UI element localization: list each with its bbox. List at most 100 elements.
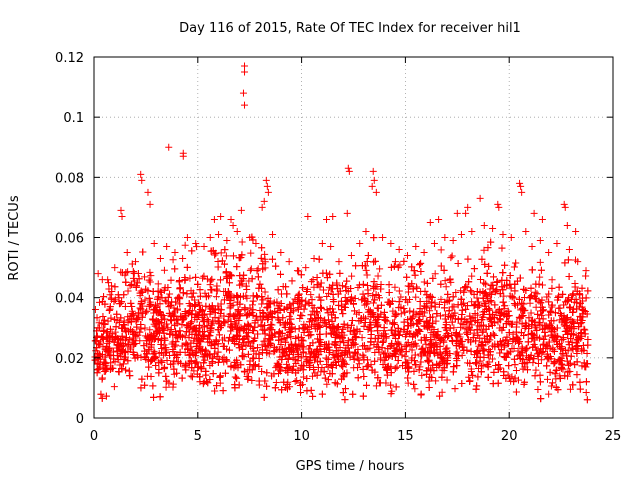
data-point: [270, 348, 278, 356]
data-point: [528, 266, 536, 274]
data-point: [138, 375, 146, 383]
data-point: [249, 311, 257, 319]
data-point: [427, 366, 435, 374]
data-point: [363, 271, 371, 279]
data-point: [152, 330, 160, 338]
data-point: [322, 322, 330, 330]
data-point: [327, 285, 335, 293]
data-point: [117, 314, 125, 322]
data-point: [422, 318, 430, 326]
data-point: [454, 259, 462, 267]
data-point: [222, 356, 230, 364]
data-point: [342, 287, 350, 295]
data-point: [338, 306, 346, 314]
data-point: [238, 352, 246, 360]
data-point: [354, 345, 362, 353]
data-point: [121, 303, 129, 311]
data-point: [234, 364, 242, 372]
data-point: [141, 324, 149, 332]
data-point: [437, 262, 445, 270]
data-point: [203, 316, 211, 324]
data-point: [245, 373, 253, 381]
data-point: [196, 292, 204, 300]
data-point: [297, 271, 305, 279]
data-point: [110, 383, 118, 391]
data-point: [291, 341, 299, 349]
data-point: [346, 327, 354, 335]
data-point: [136, 304, 144, 312]
data-point: [371, 296, 379, 304]
data-point: [295, 290, 303, 298]
data-point: [287, 328, 295, 336]
data-point: [583, 349, 591, 357]
data-point: [192, 342, 200, 350]
data-point: [438, 373, 446, 381]
data-point: [256, 307, 264, 315]
data-point: [129, 311, 137, 319]
data-point: [417, 350, 425, 358]
data-point: [124, 313, 132, 321]
data-point: [175, 293, 183, 301]
data-point: [347, 321, 355, 329]
data-point: [292, 369, 300, 377]
data-point: [214, 348, 222, 356]
data-point: [249, 344, 257, 352]
data-point: [505, 340, 513, 348]
data-point: [307, 386, 315, 394]
data-point: [161, 284, 169, 292]
data-point: [137, 353, 145, 361]
data-point: [575, 290, 583, 298]
data-point: [379, 338, 387, 346]
data-point: [531, 372, 539, 380]
data-point: [416, 261, 424, 269]
data-point: [474, 373, 482, 381]
data-point: [370, 278, 378, 286]
data-point: [248, 275, 256, 283]
data-point: [516, 274, 524, 282]
data-point: [491, 301, 499, 309]
data-point: [116, 299, 124, 307]
data-point: [483, 269, 491, 277]
data-point: [109, 335, 117, 343]
data-point: [227, 271, 235, 279]
data-point: [211, 387, 219, 395]
data-point: [417, 358, 425, 366]
data-point: [331, 379, 339, 387]
data-point: [576, 378, 584, 386]
data-point: [535, 280, 543, 288]
data-point: [551, 357, 559, 365]
data-point: [333, 332, 341, 340]
data-point: [531, 288, 539, 296]
data-point: [417, 336, 425, 344]
data-point: [162, 344, 170, 352]
data-point: [498, 276, 506, 284]
data-point: [142, 355, 150, 363]
data-point: [355, 281, 363, 289]
data-point: [217, 300, 225, 308]
data-point: [544, 342, 552, 350]
data-point: [367, 330, 375, 338]
data-point: [425, 323, 433, 331]
data-point: [193, 358, 201, 366]
data-point: [458, 380, 466, 388]
data-point: [335, 301, 343, 309]
data-point: [516, 314, 524, 322]
data-point: [495, 305, 503, 313]
data-point: [100, 316, 108, 324]
data-point: [436, 392, 444, 400]
data-point: [488, 290, 496, 298]
data-point: [426, 292, 434, 300]
data-point: [343, 369, 351, 377]
data-point: [145, 294, 153, 302]
data-point: [367, 361, 375, 369]
data-point: [344, 324, 352, 332]
data-point: [578, 362, 586, 370]
data-point: [559, 365, 567, 373]
data-point: [417, 267, 425, 275]
data-point: [289, 365, 297, 373]
data-point: [286, 319, 294, 327]
data-point: [338, 334, 346, 342]
data-point: [206, 338, 214, 346]
data-point: [222, 252, 230, 260]
data-point: [380, 324, 388, 332]
